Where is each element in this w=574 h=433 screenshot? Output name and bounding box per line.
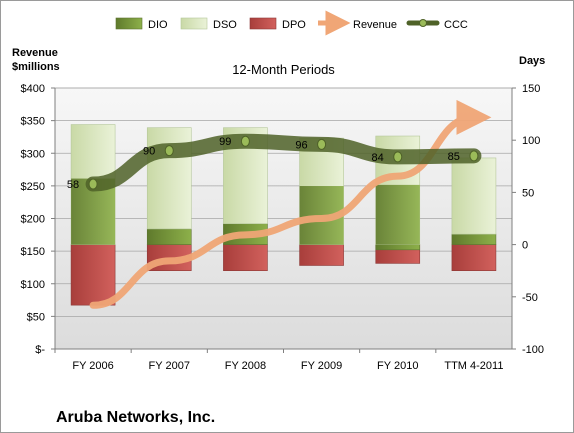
legend-label-dso: DSO [213,19,237,31]
ccc-data-label: 85 [448,151,460,163]
revenue-line [89,99,492,309]
ccc-data-label: 96 [295,139,307,151]
bar-dpo [299,244,344,266]
y-right-tick-label: -100 [522,344,544,356]
x-tick-label: FY 2009 [301,360,342,372]
company-name: Aruba Networks, Inc. [56,409,215,426]
legend-swatch-dpo [249,17,277,30]
y-right-axis-label: Days [519,55,545,67]
ccc-data-label: 58 [67,179,79,191]
bar-dpo [451,244,497,272]
bar-dio [375,244,421,251]
y-left-tick-label: $350 [21,116,45,128]
legend-label-dio: DIO [148,19,168,31]
bar-dpo [223,244,268,272]
y-left-tick-label: $300 [21,148,45,160]
y-left-tick-label: $- [35,344,45,356]
y-left-tick-label: $400 [21,83,45,95]
ccc-point [88,178,98,190]
ccc-point [240,135,250,147]
bar-dio-band [375,184,420,245]
y-right-tick-label: 150 [522,83,540,95]
x-tick-label: FY 2006 [72,360,113,372]
x-tick-label: FY 2010 [377,360,418,372]
y-left-axis-label-line2: $millions [12,61,60,73]
y-left-tick-label: $200 [21,214,45,226]
ccc-point [469,150,479,162]
y-right-tick-label: 50 [522,187,534,199]
bar-dio [146,228,192,245]
x-tick-label: TTM 4-2011 [444,360,503,372]
legend-label-revenue: Revenue [353,19,397,31]
x-tick-label: FY 2007 [149,360,190,372]
x-tick-label: FY 2008 [225,360,266,372]
bar-dso [451,157,497,235]
ccc-data-label: 90 [143,146,155,158]
y-left-tick-label: $250 [21,181,45,193]
y-right-tick-label: 0 [522,240,528,252]
y-left-tick-label: $100 [21,279,45,291]
legend-swatch-dio [115,17,143,30]
ccc-point [164,145,174,157]
y-right-tick-label: 100 [522,135,540,147]
legend-swatch-dso [180,17,208,30]
y-left-axis-label-line1: Revenue [12,47,58,59]
ccc-data-label: 99 [219,136,231,148]
legend-label-dpo: DPO [282,19,306,31]
y-right-tick-label: -50 [522,292,538,304]
bar-dio [451,233,497,245]
chart-title: 12-Month Periods [232,62,335,77]
ccc-point [317,138,327,150]
legend-marker-ccc [419,19,427,27]
y-left-tick-label: $50 [27,311,45,323]
ccc-point [393,151,403,163]
legend-label-ccc: CCC [444,19,468,31]
y-left-tick-label: $150 [21,246,45,258]
ccc-data-label: 84 [372,152,384,164]
bar-dpo [70,244,116,306]
